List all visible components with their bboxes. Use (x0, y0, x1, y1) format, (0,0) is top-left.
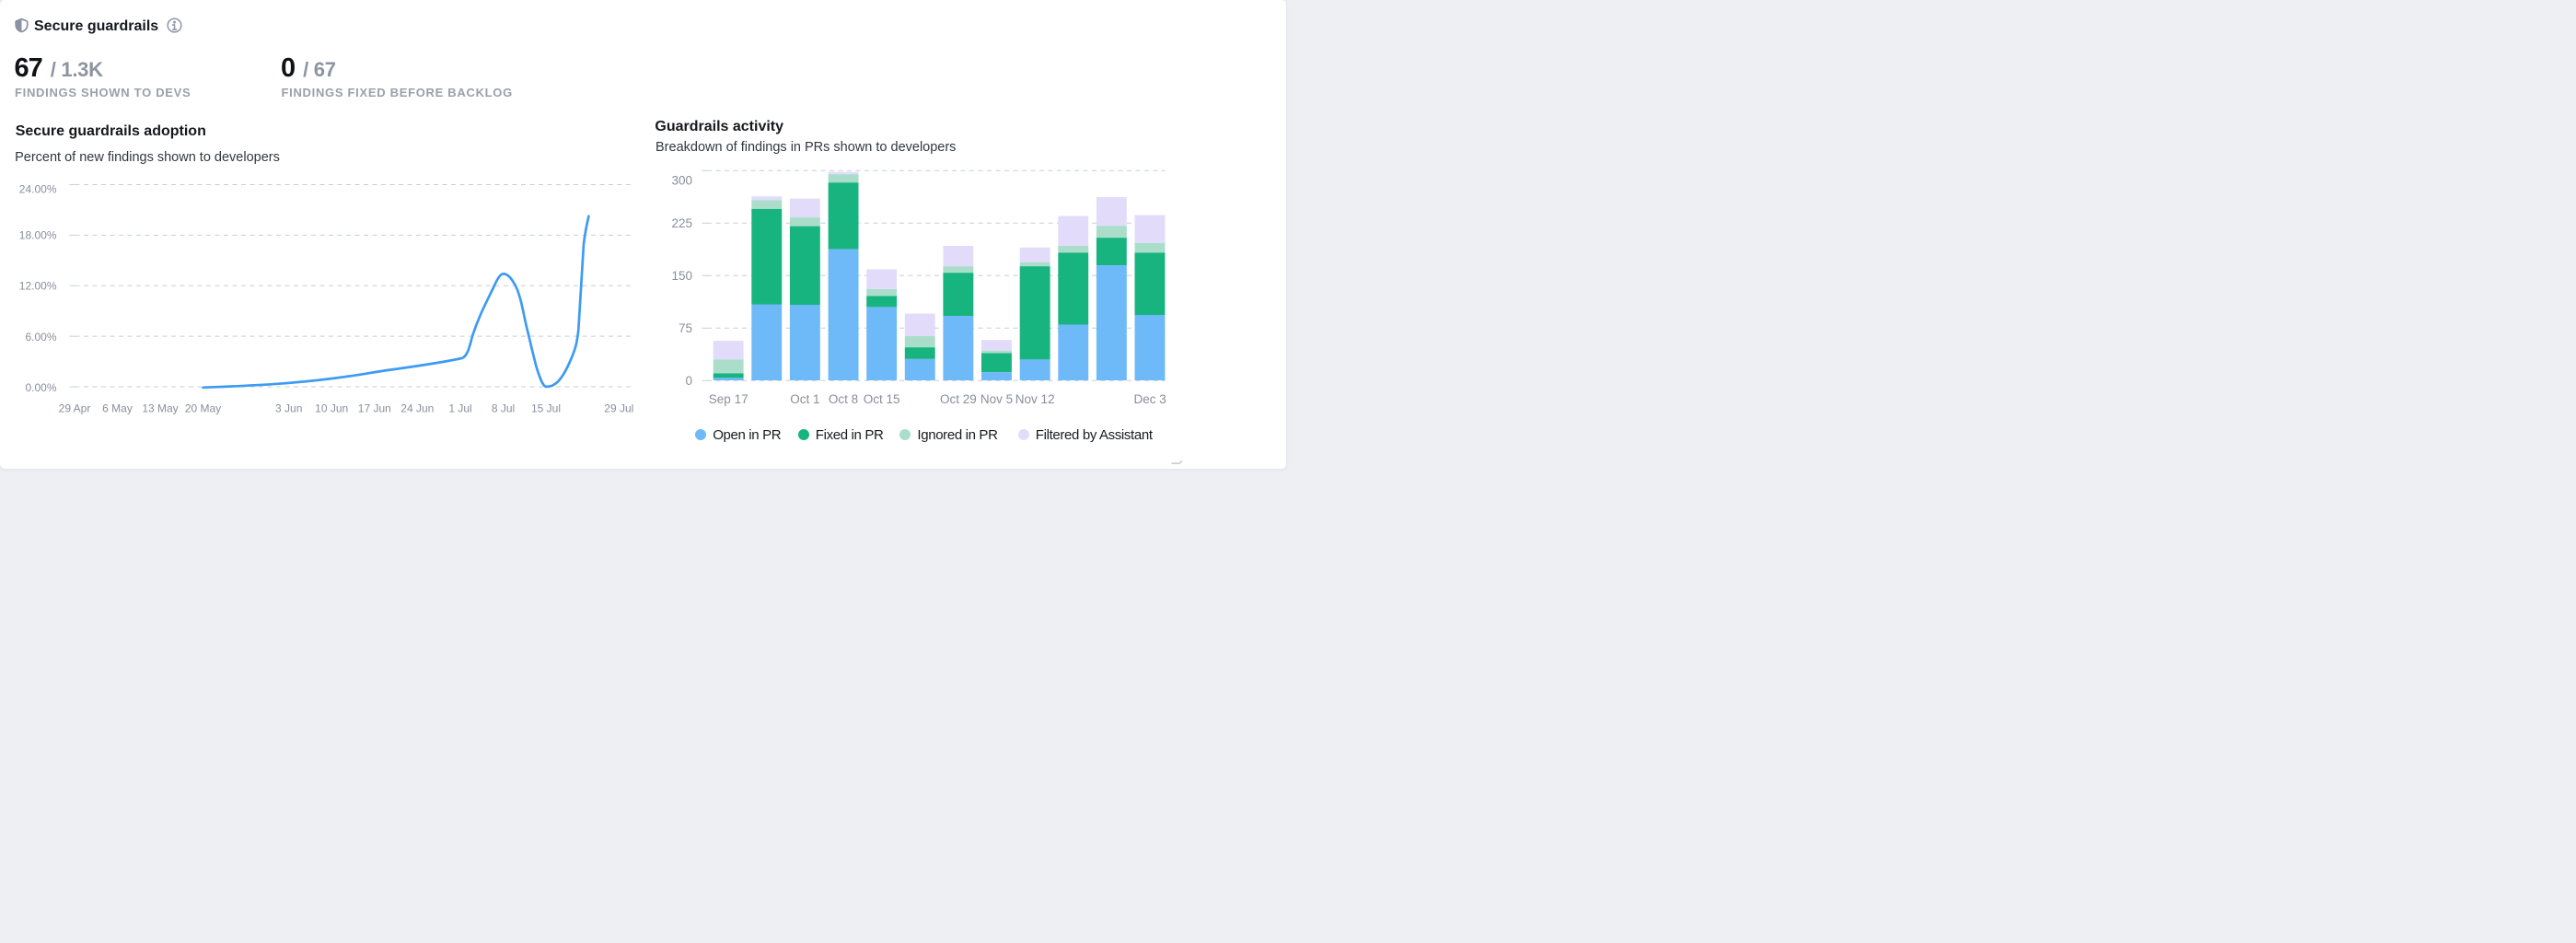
svg-text:15 Jul: 15 Jul (531, 402, 561, 415)
svg-text:75: 75 (679, 321, 692, 335)
svg-text:150: 150 (671, 269, 692, 283)
svg-text:300: 300 (671, 173, 692, 187)
svg-text:29 Apr: 29 Apr (59, 402, 91, 415)
svg-text:29 Jul: 29 Jul (604, 402, 633, 415)
svg-text:225: 225 (671, 216, 692, 230)
svg-text:Nov 12: Nov 12 (1015, 392, 1055, 406)
svg-text:24 Jun: 24 Jun (400, 402, 434, 415)
svg-text:0.00%: 0.00% (25, 381, 56, 394)
svg-text:Nov 5: Nov 5 (981, 392, 1013, 406)
svg-text:3 Jun: 3 Jun (275, 402, 302, 415)
svg-text:Dec 3: Dec 3 (1133, 392, 1166, 406)
svg-text:Oct 1: Oct 1 (790, 392, 819, 406)
svg-text:6 May: 6 May (102, 402, 133, 415)
svg-text:1 Jul: 1 Jul (448, 402, 471, 415)
svg-text:10 Jun: 10 Jun (315, 402, 348, 415)
svg-text:20 May: 20 May (185, 402, 221, 415)
svg-text:13 May: 13 May (142, 402, 178, 415)
svg-text:24.00%: 24.00% (19, 183, 57, 196)
svg-text:Sep 17: Sep 17 (709, 392, 748, 406)
svg-text:0: 0 (685, 374, 692, 388)
svg-text:6.00%: 6.00% (25, 331, 56, 343)
svg-text:17 Jun: 17 Jun (358, 402, 391, 415)
svg-text:8 Jul: 8 Jul (492, 402, 515, 415)
svg-text:Oct 8: Oct 8 (829, 392, 858, 406)
svg-text:18.00%: 18.00% (19, 229, 57, 242)
svg-text:Oct 29: Oct 29 (940, 392, 977, 406)
svg-text:12.00%: 12.00% (19, 279, 57, 292)
svg-text:Oct 15: Oct 15 (864, 392, 900, 406)
